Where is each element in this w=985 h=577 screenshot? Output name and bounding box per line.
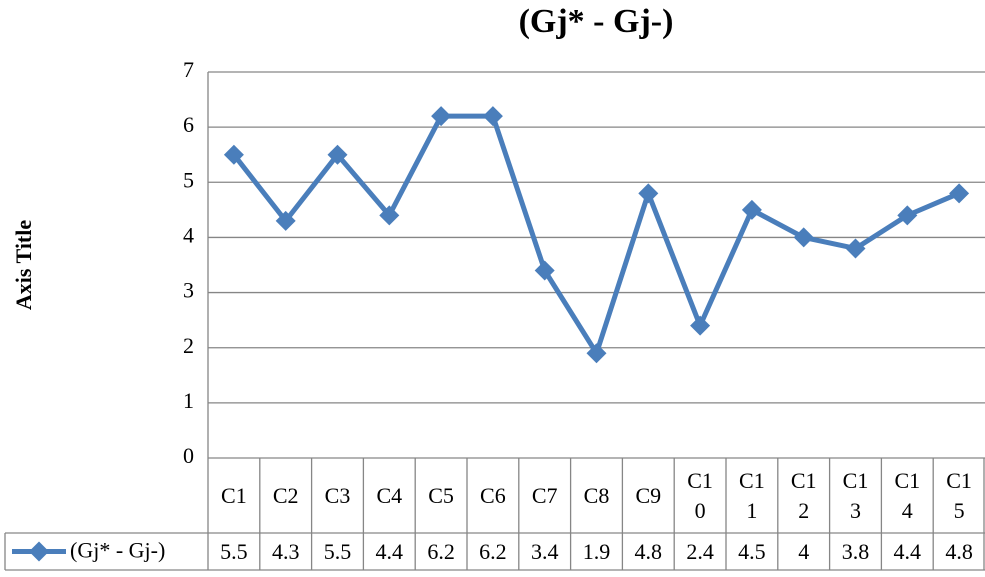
data-value-text: 4.4 <box>893 538 922 564</box>
x-tick-label-text: C7 <box>531 482 558 508</box>
x-tick-label: C6 <box>467 458 519 533</box>
point-marker <box>638 183 659 204</box>
data-value: 4.3 <box>260 533 312 570</box>
point-marker <box>482 106 503 127</box>
y-tick-label: 1 <box>183 388 194 413</box>
data-value-text: 2.4 <box>686 538 714 564</box>
data-value: 1.9 <box>571 533 623 570</box>
point-marker <box>534 260 555 281</box>
x-tick-label-text: C6 <box>480 482 506 508</box>
data-value: 4.4 <box>881 533 933 570</box>
x-tick-label: C4 <box>363 458 415 533</box>
x-tick-label: C11 <box>726 458 778 533</box>
data-value-text: 3.4 <box>530 538 559 564</box>
point-marker <box>690 315 711 336</box>
data-value: 6.2 <box>467 533 519 570</box>
x-tick-label: C2 <box>260 458 312 533</box>
x-tick-label-text: C11 <box>739 467 765 523</box>
chart-title: (Gj* - Gj-) <box>519 3 674 40</box>
data-value: 2.4 <box>674 533 726 570</box>
y-axis-title: Axis Title <box>11 220 36 310</box>
x-tick-label-text: C10 <box>687 467 713 523</box>
x-tick-label: C5 <box>415 458 467 533</box>
legend-label: (Gj* - Gj-) <box>70 538 165 563</box>
data-value: 5.5 <box>312 533 364 570</box>
data-value: 4.8 <box>933 533 985 570</box>
point-marker <box>379 205 400 226</box>
data-value-text: 1.9 <box>582 538 611 564</box>
point-marker <box>431 106 452 127</box>
y-tick-label: 5 <box>183 167 194 192</box>
data-value-text: 4.8 <box>945 538 973 564</box>
x-tick-label-text: C15 <box>946 467 972 523</box>
data-value: 4.4 <box>363 533 415 570</box>
x-tick-label: C7 <box>519 458 571 533</box>
x-tick-label: C3 <box>312 458 364 533</box>
y-tick-label: 6 <box>183 112 194 137</box>
x-tick-label-text: C14 <box>894 467 921 523</box>
data-value-text: 6.2 <box>479 538 507 564</box>
point-marker <box>586 343 607 364</box>
x-tick-label-text: C12 <box>790 467 817 523</box>
data-value: 4 <box>778 533 830 570</box>
point-marker <box>897 205 918 226</box>
x-tick-label-text: C13 <box>842 467 869 523</box>
y-tick-label: 0 <box>183 443 194 468</box>
x-tick-label-text: C8 <box>583 482 610 508</box>
data-value: 6.2 <box>415 533 467 570</box>
x-tick-label-text: C3 <box>324 482 351 508</box>
legend-marker <box>29 541 49 562</box>
x-tick-label: C13 <box>830 458 882 533</box>
x-tick-label-text: C1 <box>221 482 247 508</box>
data-value-text: 3.8 <box>841 538 870 564</box>
x-tick-label: C14 <box>881 458 933 533</box>
x-tick-label-text: C4 <box>376 482 403 508</box>
y-tick-label: 4 <box>183 222 194 247</box>
x-tick-label: C1 <box>208 458 260 533</box>
data-value-text: 4.4 <box>375 538 404 564</box>
x-tick-label: C10 <box>674 458 726 533</box>
data-value-text: 4.5 <box>738 538 766 564</box>
x-tick-label: C9 <box>622 458 674 533</box>
point-marker <box>275 210 296 231</box>
data-value: 4.5 <box>726 533 778 570</box>
data-value-text: 5.5 <box>220 538 248 564</box>
point-marker <box>793 227 814 248</box>
point-marker <box>223 144 244 165</box>
data-value-text: 4.8 <box>634 538 663 564</box>
point-marker <box>327 144 348 165</box>
y-tick-label: 2 <box>183 333 194 358</box>
point-marker <box>949 183 970 204</box>
y-tick-label: 7 <box>183 57 194 82</box>
data-value: 3.4 <box>519 533 571 570</box>
data-value-text: 4 <box>798 538 810 564</box>
x-tick-label-text: C9 <box>635 482 662 508</box>
data-value-text: 5.5 <box>323 538 352 564</box>
x-tick-label: C12 <box>778 458 830 533</box>
x-tick-label: C8 <box>571 458 623 533</box>
data-value: 4.8 <box>622 533 674 570</box>
point-marker <box>741 199 762 220</box>
y-tick-label: 3 <box>183 278 194 303</box>
x-tick-label-text: C2 <box>272 482 299 508</box>
x-tick-label-text: C5 <box>428 482 454 508</box>
data-value-text: 6.2 <box>427 538 455 564</box>
data-value: 3.8 <box>830 533 882 570</box>
x-tick-label: C15 <box>933 458 985 533</box>
data-value-text: 4.3 <box>271 538 300 564</box>
data-value: 5.5 <box>208 533 260 570</box>
point-marker <box>845 238 866 259</box>
